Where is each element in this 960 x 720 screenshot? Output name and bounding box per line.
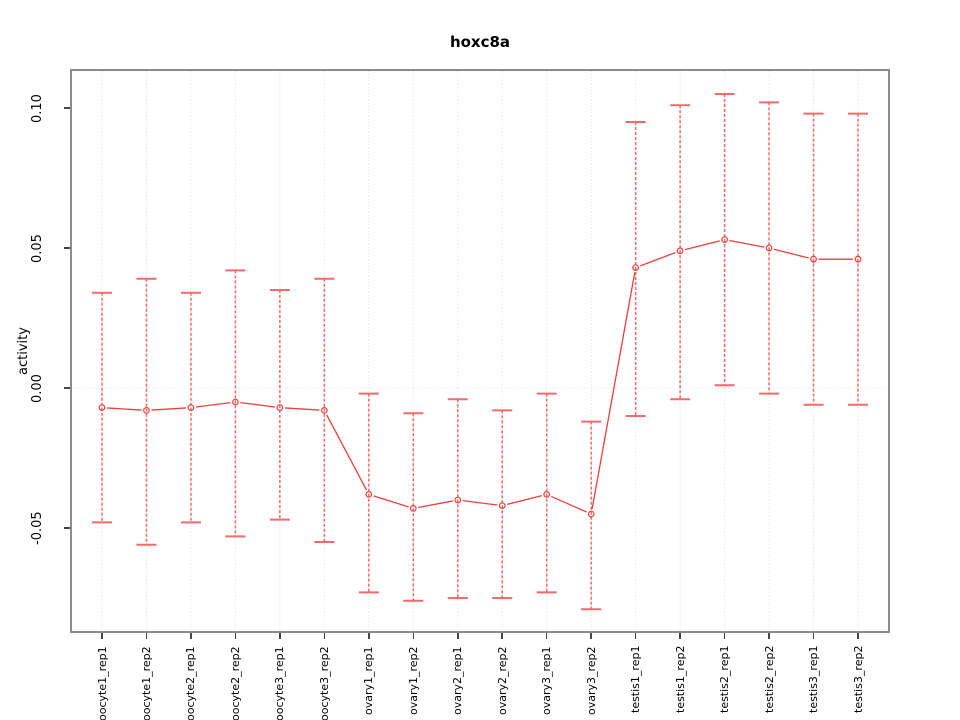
y-tick-mark <box>64 387 70 389</box>
x-tick-mark <box>679 633 681 639</box>
x-tick-mark <box>545 633 548 639</box>
x-tick-mark <box>279 633 281 639</box>
data-point-marker <box>632 264 640 272</box>
data-point-marker <box>409 505 417 512</box>
data-point-marker <box>498 502 506 510</box>
series-line-segment <box>240 401 276 408</box>
data-point-marker <box>98 404 106 412</box>
x-tick-mark <box>412 633 415 639</box>
series-line-segment <box>151 407 186 411</box>
series-line-segment <box>418 500 453 509</box>
y-tick-label: 0.05 <box>29 233 45 263</box>
y-tick-label: -0.05 <box>29 511 45 545</box>
series-line-segment <box>106 407 142 411</box>
x-tick-mark <box>323 633 326 639</box>
data-point-marker <box>587 510 595 518</box>
data-point-marker <box>276 404 284 412</box>
data-point-marker <box>765 244 773 252</box>
series-line-segment <box>591 272 636 510</box>
data-point-marker <box>143 407 150 414</box>
x-tick-label: ovary2_rep1 <box>451 646 465 715</box>
data-point-marker <box>454 496 462 504</box>
x-tick-mark <box>634 633 637 639</box>
data-point-marker <box>320 407 328 414</box>
x-tick-label: oocyte1_rep2 <box>139 646 153 720</box>
data-point-marker <box>232 398 239 406</box>
data-point-marker <box>854 255 862 263</box>
x-tick-mark <box>234 633 237 639</box>
chart-title: hoxc8a <box>449 33 511 51</box>
x-tick-label: testis2_rep1 <box>718 645 732 713</box>
x-tick-mark <box>812 633 815 639</box>
y-axis-title: activity <box>15 327 31 375</box>
series-line-segment <box>326 414 368 491</box>
series-line-segment <box>640 251 676 267</box>
data-point-marker <box>721 236 728 244</box>
x-tick-mark <box>368 633 370 639</box>
y-tick-mark <box>64 107 70 109</box>
x-tick-mark <box>457 633 459 639</box>
series-line-segment <box>551 495 587 513</box>
x-tick-mark <box>723 633 726 639</box>
x-tick-label: testis2_rep2 <box>762 645 776 713</box>
series-line-segment <box>773 248 809 259</box>
x-tick-label: ovary2_rep2 <box>495 646 509 715</box>
x-tick-mark <box>501 633 503 639</box>
x-tick-label: oocyte3_rep2 <box>317 646 331 720</box>
y-tick-label: 0.00 <box>29 373 45 403</box>
x-tick-label: testis3_rep1 <box>807 645 821 713</box>
chart-svg <box>72 71 888 631</box>
y-tick-mark <box>64 247 70 249</box>
y-tick-label: 0.10 <box>29 93 45 123</box>
x-tick-mark <box>145 633 148 639</box>
x-tick-label: oocyte2_rep2 <box>228 646 242 720</box>
x-tick-mark <box>590 633 592 639</box>
x-tick-label: oocyte3_rep1 <box>273 646 287 720</box>
series-line-segment <box>373 495 409 508</box>
x-tick-mark <box>101 633 103 639</box>
plot-area <box>70 69 890 633</box>
series-line-segment <box>506 494 543 506</box>
data-point-marker <box>543 491 551 498</box>
series-line-segment <box>729 239 765 248</box>
x-tick-label: ovary3_rep1 <box>540 646 554 715</box>
x-tick-mark <box>857 633 859 639</box>
x-tick-mark <box>190 633 192 639</box>
x-tick-label: oocyte2_rep1 <box>184 646 198 720</box>
x-tick-label: oocyte1_rep1 <box>95 646 109 720</box>
x-tick-label: ovary1_rep1 <box>362 646 376 715</box>
series-line-segment <box>195 401 231 408</box>
series-line-segment <box>462 499 498 506</box>
data-point-marker <box>810 255 817 263</box>
x-tick-label: testis3_rep2 <box>851 645 865 713</box>
data-point-marker <box>676 247 684 255</box>
x-tick-label: ovary3_rep2 <box>584 646 598 715</box>
x-tick-mark <box>768 633 770 639</box>
x-tick-label: testis1_rep2 <box>673 645 687 713</box>
series-line-segment <box>684 240 720 251</box>
y-tick-mark <box>64 527 70 529</box>
x-tick-label: ovary1_rep2 <box>406 646 420 715</box>
x-tick-label: testis1_rep1 <box>629 645 643 713</box>
data-point-marker <box>187 404 195 412</box>
data-point-marker <box>365 491 373 498</box>
series-line-segment <box>284 407 320 411</box>
